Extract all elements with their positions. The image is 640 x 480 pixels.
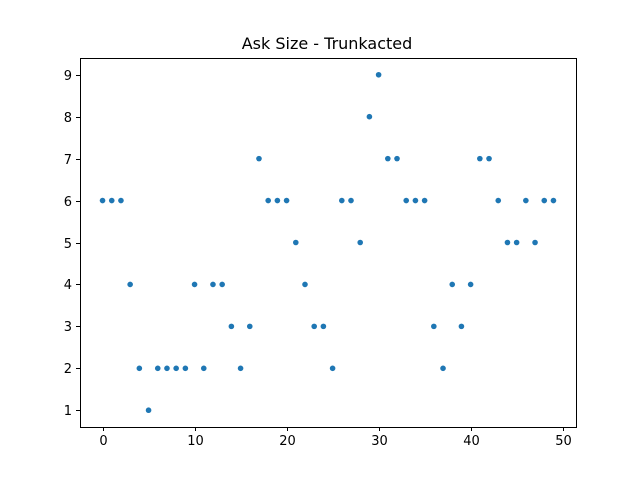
data-point — [495, 197, 502, 204]
y-tick-label: 1 — [64, 404, 72, 419]
data-point — [486, 155, 492, 162]
data-point — [532, 239, 538, 246]
data-point — [108, 197, 115, 204]
data-point — [173, 365, 179, 372]
data-point — [339, 197, 345, 204]
data-point — [541, 197, 548, 204]
data-point — [504, 239, 511, 246]
data-point — [292, 239, 299, 246]
data-point — [403, 197, 410, 204]
data-point — [440, 365, 446, 372]
x-tick-label: 0 — [99, 434, 107, 449]
plot-area-frame — [80, 58, 577, 428]
data-point — [412, 197, 419, 204]
data-point — [467, 281, 474, 288]
data-point — [523, 197, 529, 204]
data-point — [311, 323, 317, 330]
x-tick-label: 20 — [279, 434, 296, 449]
x-tick-label: 50 — [555, 434, 572, 449]
data-point — [357, 239, 364, 246]
y-tick-label: 8 — [64, 111, 72, 126]
data-point — [210, 281, 216, 288]
data-point — [237, 365, 244, 372]
data-point — [118, 197, 124, 204]
chart-title: Ask Size - Trunkacted — [242, 34, 413, 53]
y-tick-label: 2 — [64, 362, 72, 377]
data-point — [283, 197, 290, 204]
data-point — [513, 239, 520, 246]
y-tick-label: 9 — [64, 69, 72, 84]
y-tick-label: 7 — [64, 153, 72, 168]
x-tick-label: 30 — [371, 434, 388, 449]
y-tick-label: 6 — [64, 195, 72, 210]
y-axis: 1 2 3 4 5 6 7 8 9 — [64, 69, 80, 419]
data-point — [182, 365, 189, 372]
data-point — [200, 365, 207, 372]
data-point — [477, 155, 483, 162]
data-point — [375, 71, 382, 78]
data-point — [191, 281, 198, 288]
data-point — [431, 323, 437, 330]
x-axis: 0 10 20 30 40 50 — [99, 427, 572, 449]
data-point — [394, 155, 400, 162]
data-point — [265, 197, 271, 204]
data-point — [99, 197, 106, 204]
data-point — [164, 365, 170, 372]
data-point — [366, 113, 373, 120]
data-point — [145, 407, 152, 414]
y-tick-label: 5 — [64, 237, 72, 252]
data-point — [256, 155, 262, 162]
data-point — [219, 281, 225, 288]
data-point — [127, 281, 133, 288]
y-tick-label: 3 — [64, 320, 72, 335]
data-point — [385, 155, 391, 162]
data-points — [99, 71, 557, 414]
data-point — [421, 197, 428, 204]
x-tick-label: 10 — [187, 434, 204, 449]
y-tick-label: 4 — [64, 278, 72, 293]
x-tick-label: 40 — [463, 434, 480, 449]
data-point — [320, 323, 327, 330]
data-point — [458, 323, 465, 330]
data-point — [348, 197, 354, 204]
data-point — [329, 365, 336, 372]
data-point — [246, 323, 253, 330]
data-point — [449, 281, 456, 288]
data-point — [550, 197, 557, 204]
data-point — [136, 365, 143, 372]
data-point — [302, 281, 308, 288]
data-point — [274, 197, 281, 204]
data-point — [228, 323, 235, 330]
data-point — [154, 365, 161, 372]
